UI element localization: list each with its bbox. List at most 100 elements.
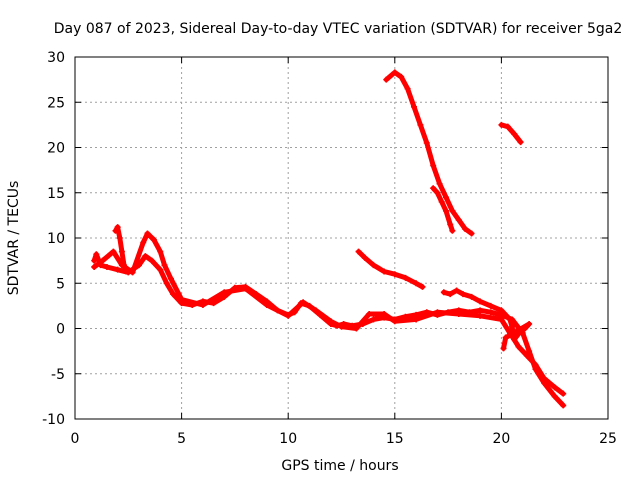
y-tick-label: 0	[56, 322, 65, 338]
data-point	[285, 312, 292, 319]
data-point	[430, 162, 437, 169]
data-point	[413, 316, 420, 323]
data-point	[361, 254, 368, 261]
data-point	[532, 361, 539, 368]
data-point	[140, 239, 147, 246]
data-point	[434, 309, 441, 316]
data-point	[449, 227, 456, 234]
series-short-track	[498, 122, 524, 145]
series-line	[356, 249, 425, 290]
data-point	[398, 73, 405, 80]
x-tick-label: 20	[492, 431, 510, 447]
data-point	[442, 207, 449, 214]
x-tick-label: 5	[177, 431, 186, 447]
data-point	[263, 301, 270, 308]
data-point	[129, 269, 136, 276]
x-tick-label: 15	[386, 431, 404, 447]
data-point	[526, 348, 533, 355]
data-point	[327, 318, 334, 325]
data-point	[142, 253, 149, 260]
data-point	[455, 216, 462, 223]
data-point	[440, 289, 447, 296]
data-point	[487, 309, 494, 316]
data-point	[391, 318, 398, 325]
data-point	[178, 296, 185, 303]
data-point	[442, 194, 449, 201]
chart-title: Day 087 of 2023, Sidereal Day-to-day VTE…	[54, 21, 623, 37]
data-point	[410, 103, 417, 110]
data-series	[91, 69, 567, 409]
data-point	[157, 266, 164, 273]
data-point	[423, 139, 430, 146]
data-point	[381, 311, 388, 318]
data-point	[438, 198, 445, 205]
data-point	[116, 235, 123, 241]
data-point	[455, 311, 462, 318]
data-point	[381, 268, 388, 275]
data-point	[114, 224, 121, 231]
data-point	[468, 230, 475, 237]
data-point	[370, 316, 377, 323]
data-point	[366, 311, 373, 318]
series-descending-track	[383, 69, 475, 236]
data-point	[112, 227, 119, 234]
data-point	[110, 248, 117, 255]
data-point	[477, 312, 484, 319]
data-point	[551, 384, 558, 391]
y-tick-label: 10	[47, 231, 65, 247]
data-point	[560, 390, 567, 397]
data-point	[413, 280, 420, 287]
data-point	[121, 262, 128, 269]
data-point	[515, 330, 522, 337]
data-point	[521, 325, 528, 332]
series-line	[383, 69, 475, 236]
data-point	[91, 257, 98, 264]
data-point	[93, 251, 100, 258]
data-point	[242, 285, 249, 292]
x-tick-label: 25	[599, 431, 617, 447]
data-point	[502, 334, 509, 341]
data-point	[199, 301, 206, 308]
data-point	[462, 225, 469, 232]
data-point	[161, 262, 168, 269]
data-point	[500, 345, 507, 352]
data-point	[417, 121, 424, 128]
data-point	[404, 85, 411, 92]
data-point	[509, 323, 516, 330]
y-tick-label: 30	[47, 50, 65, 66]
data-point	[150, 236, 157, 243]
data-point	[221, 289, 228, 296]
data-point	[468, 293, 475, 300]
data-point	[511, 130, 518, 137]
data-point	[300, 299, 307, 306]
y-tick-label: -5	[51, 367, 65, 383]
data-point	[447, 291, 454, 298]
x-axis-label: GPS time / hours	[281, 458, 398, 474]
data-point	[498, 121, 505, 128]
data-point	[498, 316, 505, 323]
data-point	[118, 248, 125, 255]
data-point	[517, 139, 524, 146]
data-point	[391, 271, 398, 278]
data-point	[157, 248, 164, 255]
data-point	[511, 336, 518, 343]
data-point	[449, 207, 456, 214]
series-line	[498, 122, 524, 145]
data-point	[91, 263, 98, 270]
axis-ticks: 0 5 10 15 20 25 -10 -5 0 5 10 15 20 25 30	[42, 50, 617, 447]
data-point	[477, 298, 484, 305]
series-arc-mid	[356, 249, 425, 290]
y-tick-label: 15	[47, 186, 65, 202]
x-tick-label: 0	[71, 431, 80, 447]
data-point	[167, 275, 174, 282]
data-point	[123, 268, 130, 275]
data-point	[526, 320, 533, 327]
data-point	[523, 352, 530, 359]
data-point	[498, 307, 505, 314]
data-point	[383, 76, 390, 83]
y-tick-label: -10	[42, 412, 65, 428]
data-point	[430, 185, 437, 192]
data-point	[355, 248, 362, 255]
y-tick-label: 25	[47, 95, 65, 111]
